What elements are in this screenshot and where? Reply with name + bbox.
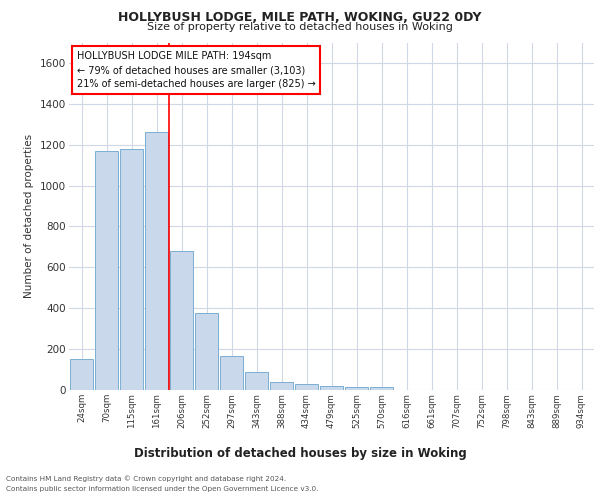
Bar [370, 387, 393, 390]
Text: Contains HM Land Registry data © Crown copyright and database right 2024.: Contains HM Land Registry data © Crown c… [6, 476, 286, 482]
Bar [345, 387, 368, 390]
Bar [95, 151, 118, 390]
Bar [220, 356, 243, 390]
Bar [320, 386, 343, 390]
Bar [145, 132, 168, 390]
Bar [295, 384, 318, 390]
Text: Size of property relative to detached houses in Woking: Size of property relative to detached ho… [147, 22, 453, 32]
Text: HOLLYBUSH LODGE MILE PATH: 194sqm
← 79% of detached houses are smaller (3,103)
2: HOLLYBUSH LODGE MILE PATH: 194sqm ← 79% … [77, 51, 316, 89]
Text: HOLLYBUSH LODGE, MILE PATH, WOKING, GU22 0DY: HOLLYBUSH LODGE, MILE PATH, WOKING, GU22… [118, 11, 482, 24]
Bar [195, 314, 218, 390]
Text: Distribution of detached houses by size in Woking: Distribution of detached houses by size … [134, 448, 466, 460]
Bar [245, 372, 268, 390]
Y-axis label: Number of detached properties: Number of detached properties [25, 134, 34, 298]
Bar [270, 382, 293, 390]
Bar [170, 251, 193, 390]
Text: Contains public sector information licensed under the Open Government Licence v3: Contains public sector information licen… [6, 486, 319, 492]
Bar [70, 360, 93, 390]
Bar [120, 149, 143, 390]
